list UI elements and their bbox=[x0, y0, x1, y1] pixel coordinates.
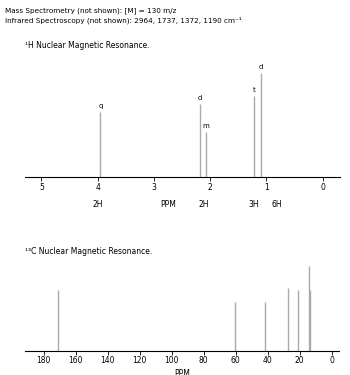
Text: 2H: 2H bbox=[198, 200, 209, 209]
Text: 6H: 6H bbox=[271, 200, 282, 209]
Text: t: t bbox=[253, 87, 256, 93]
Text: d: d bbox=[198, 95, 202, 101]
Text: PPM: PPM bbox=[160, 200, 176, 209]
Text: Mass Spectrometry (not shown): [M] = 130 m/z: Mass Spectrometry (not shown): [M] = 130… bbox=[5, 8, 177, 14]
Text: 2H: 2H bbox=[92, 200, 103, 209]
Text: q: q bbox=[98, 103, 103, 109]
Text: ¹H Nuclear Magnetic Resonance.: ¹H Nuclear Magnetic Resonance. bbox=[25, 41, 149, 50]
Text: 3H: 3H bbox=[249, 200, 259, 209]
Text: Infrared Spectroscopy (not shown): 2964, 1737, 1372, 1190 cm⁻¹: Infrared Spectroscopy (not shown): 2964,… bbox=[5, 17, 242, 24]
Text: ¹³C Nuclear Magnetic Resonance.: ¹³C Nuclear Magnetic Resonance. bbox=[25, 247, 152, 256]
X-axis label: PPM: PPM bbox=[174, 369, 190, 375]
Text: m: m bbox=[202, 123, 209, 129]
Text: d: d bbox=[259, 64, 263, 70]
